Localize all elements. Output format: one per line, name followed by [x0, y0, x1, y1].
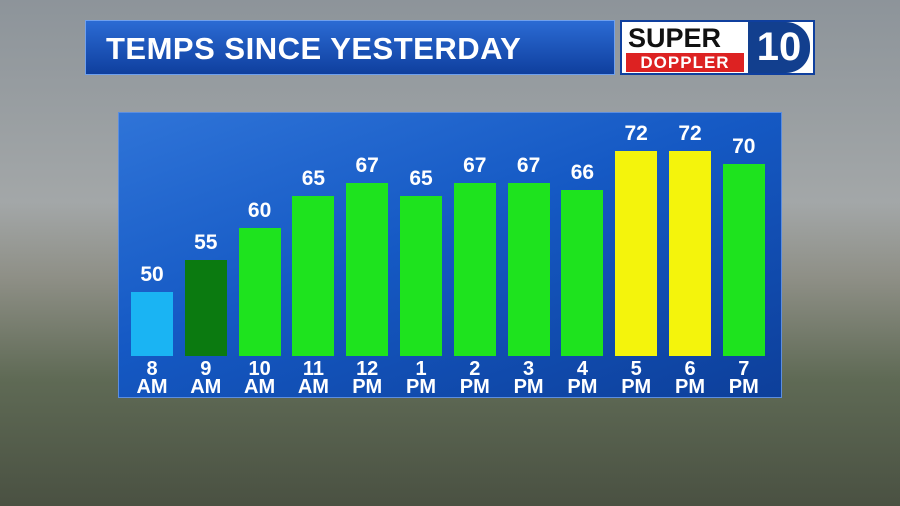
- x-tick-label: 10 AM: [244, 358, 276, 398]
- bar: [292, 196, 335, 356]
- x-tick-label: 2 PM: [459, 358, 490, 398]
- x-tick-label: 5 PM: [621, 358, 652, 398]
- bar: [400, 196, 442, 356]
- chart-title: TEMPS SINCE YESTERDAY: [106, 31, 522, 66]
- logo-text: DOPPLER: [626, 53, 744, 72]
- x-tick-label: 9 AM: [190, 358, 222, 398]
- value-label: 67: [516, 154, 541, 178]
- logo: SUPER DOPPLER 10: [620, 20, 815, 75]
- value-label: 65: [409, 167, 433, 191]
- bar: [346, 183, 389, 356]
- value-label: 60: [247, 199, 272, 223]
- x-tick-label: 6 PM: [675, 358, 705, 398]
- value-label: 72: [678, 122, 702, 146]
- x-tick-label: 1 PM: [406, 358, 436, 398]
- value-label: 67: [463, 154, 487, 178]
- value-label: 50: [140, 263, 164, 287]
- value-label: 67: [355, 154, 379, 178]
- bar: [131, 292, 173, 356]
- bar: [615, 151, 658, 356]
- bar: [453, 183, 496, 356]
- bar: [561, 189, 604, 356]
- title-bar: TEMPS SINCE YESTERDAY: [85, 20, 615, 75]
- x-tick-label: 7 PM: [728, 358, 759, 398]
- value-label: 72: [624, 122, 648, 146]
- x-tick-label: 12 PM: [352, 358, 383, 398]
- bar: [238, 228, 281, 356]
- bar: [669, 151, 711, 356]
- x-tick-label: 3 PM: [513, 358, 544, 398]
- bar: [507, 183, 550, 356]
- value-label: 70: [732, 135, 756, 159]
- bar: [184, 260, 227, 356]
- value-label: 65: [301, 167, 326, 191]
- x-tick-label: 8 AM: [136, 358, 168, 398]
- x-tick-label: 4 PM: [567, 358, 598, 398]
- x-tick-label: 11 AM: [297, 358, 329, 398]
- value-label: 66: [570, 160, 595, 184]
- bar: [722, 164, 765, 356]
- chart-panel: 50 8 AM 55 9 AM 60 10 AM 65 11 AM 67 12 PM 65 1 PM 6…: [118, 112, 782, 398]
- logo-channel: 10: [748, 22, 810, 73]
- logo-text: SUPER: [628, 23, 722, 53]
- value-label: 55: [194, 231, 218, 255]
